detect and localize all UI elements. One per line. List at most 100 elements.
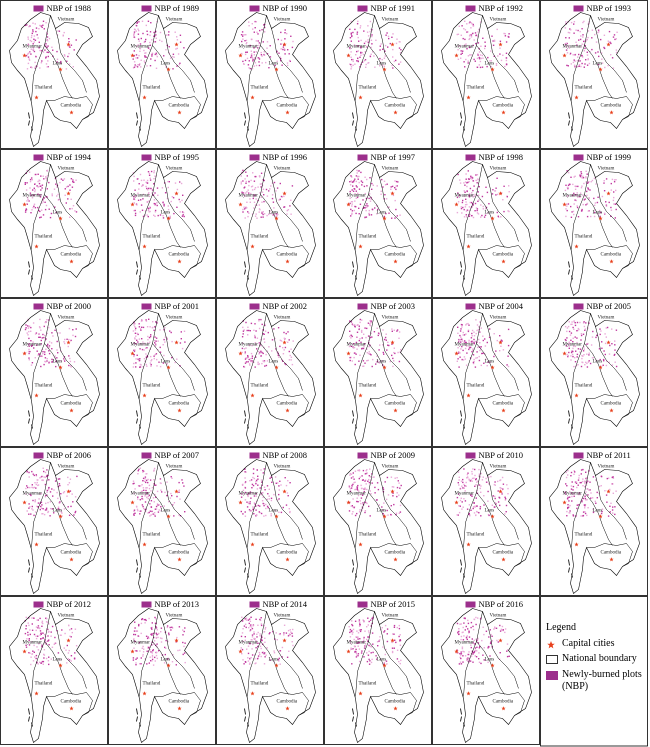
burn-plot	[351, 201, 354, 203]
burn-plot	[472, 216, 475, 219]
burn-plot	[146, 473, 148, 475]
burn-plot	[350, 321, 353, 323]
burn-plot	[28, 343, 30, 345]
burn-plot	[469, 21, 471, 23]
burn-plot	[574, 185, 576, 187]
burn-plot	[567, 496, 569, 499]
burn-plot	[42, 199, 44, 201]
burn-plot	[171, 661, 174, 663]
burn-plot	[260, 623, 263, 625]
burn-plot	[155, 34, 157, 36]
burn-plot	[46, 489, 48, 492]
burn-plot	[144, 495, 146, 497]
burn-plot	[355, 636, 357, 638]
burn-plot	[147, 335, 149, 338]
burn-plot	[499, 40, 502, 42]
burn-plot	[264, 652, 266, 654]
burn-plot	[157, 511, 160, 513]
burn-plot	[472, 628, 475, 631]
burn-plot	[163, 55, 165, 57]
burn-plot	[352, 190, 355, 192]
burn-plot	[352, 343, 355, 345]
burn-plot	[153, 214, 155, 216]
burn-plot	[463, 498, 465, 500]
burn-plot	[66, 338, 68, 340]
burn-plot	[283, 624, 286, 626]
burn-plot	[496, 28, 498, 31]
burn-plot	[461, 358, 463, 361]
burn-plot	[39, 49, 41, 52]
burn-plot	[132, 67, 135, 69]
burn-plot	[467, 628, 469, 630]
burn-plot	[614, 203, 617, 205]
burn-plot	[609, 511, 611, 513]
burn-plot	[254, 20, 256, 23]
burn-plot	[160, 641, 163, 643]
burn-plot	[248, 25, 250, 27]
burn-plot	[393, 347, 395, 349]
burn-plot	[68, 63, 71, 65]
burn-plot	[464, 184, 466, 186]
burn-plot	[247, 619, 250, 621]
burn-plot	[146, 496, 148, 498]
burn-plot	[490, 475, 492, 478]
burn-plot	[27, 198, 29, 200]
burn-plot	[564, 325, 567, 328]
burn-plot	[26, 68, 29, 70]
burn-plot	[470, 655, 473, 657]
burn-plot	[133, 32, 135, 35]
burn-plot	[352, 60, 354, 63]
burn-plot	[154, 53, 156, 56]
burn-plot	[465, 198, 467, 200]
burn-plot	[350, 356, 352, 359]
burn-plot	[375, 499, 378, 501]
burn-plot	[37, 206, 39, 209]
burn-plot	[460, 653, 463, 655]
burn-plot	[507, 355, 509, 357]
burn-plot	[245, 471, 247, 473]
burn-plot	[350, 20, 352, 23]
burn-plot	[27, 38, 29, 40]
burn-plot	[137, 470, 139, 472]
burn-plot	[161, 491, 163, 493]
burn-plot	[137, 496, 139, 498]
burn-plot	[256, 633, 258, 635]
country-label: Thailand	[359, 533, 377, 538]
burn-plot	[373, 331, 376, 333]
burn-plot	[162, 362, 165, 364]
burn-plot	[583, 50, 585, 52]
burn-plot	[597, 196, 599, 198]
burn-plot	[565, 493, 567, 495]
burn-plot	[580, 46, 583, 48]
burn-plot	[586, 353, 588, 355]
burn-plot	[67, 345, 69, 348]
burn-plot	[75, 328, 77, 330]
burn-plot	[568, 341, 570, 343]
burn-plot	[181, 199, 183, 202]
burn-plot	[268, 488, 270, 490]
burn-plot	[147, 339, 149, 341]
burn-plot	[59, 509, 61, 511]
burn-plot	[502, 629, 504, 631]
burn-plot	[367, 352, 370, 355]
burn-plot	[581, 208, 583, 211]
burn-plot	[357, 484, 359, 487]
burn-plot	[145, 507, 147, 510]
burn-plot	[258, 320, 260, 322]
burn-plot	[586, 51, 588, 53]
burn-plot	[151, 52, 154, 54]
burn-plot	[467, 619, 469, 622]
burn-plot	[371, 34, 373, 36]
burn-plot	[46, 36, 49, 38]
burn-plot	[491, 640, 494, 642]
country-label: Thailand	[467, 86, 485, 91]
burn-plot	[158, 650, 160, 652]
burn-plot	[165, 49, 167, 51]
burn-plot	[475, 497, 477, 499]
burn-plot	[473, 643, 476, 646]
burn-plot	[594, 52, 597, 54]
burn-plot	[280, 511, 283, 514]
burn-plot	[254, 58, 256, 61]
burn-plot	[604, 342, 607, 345]
